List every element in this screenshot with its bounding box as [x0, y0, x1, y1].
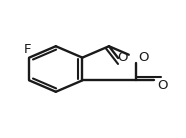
Text: O: O — [139, 51, 149, 64]
Text: O: O — [157, 79, 168, 92]
Text: F: F — [24, 43, 31, 56]
Text: O: O — [118, 51, 128, 64]
